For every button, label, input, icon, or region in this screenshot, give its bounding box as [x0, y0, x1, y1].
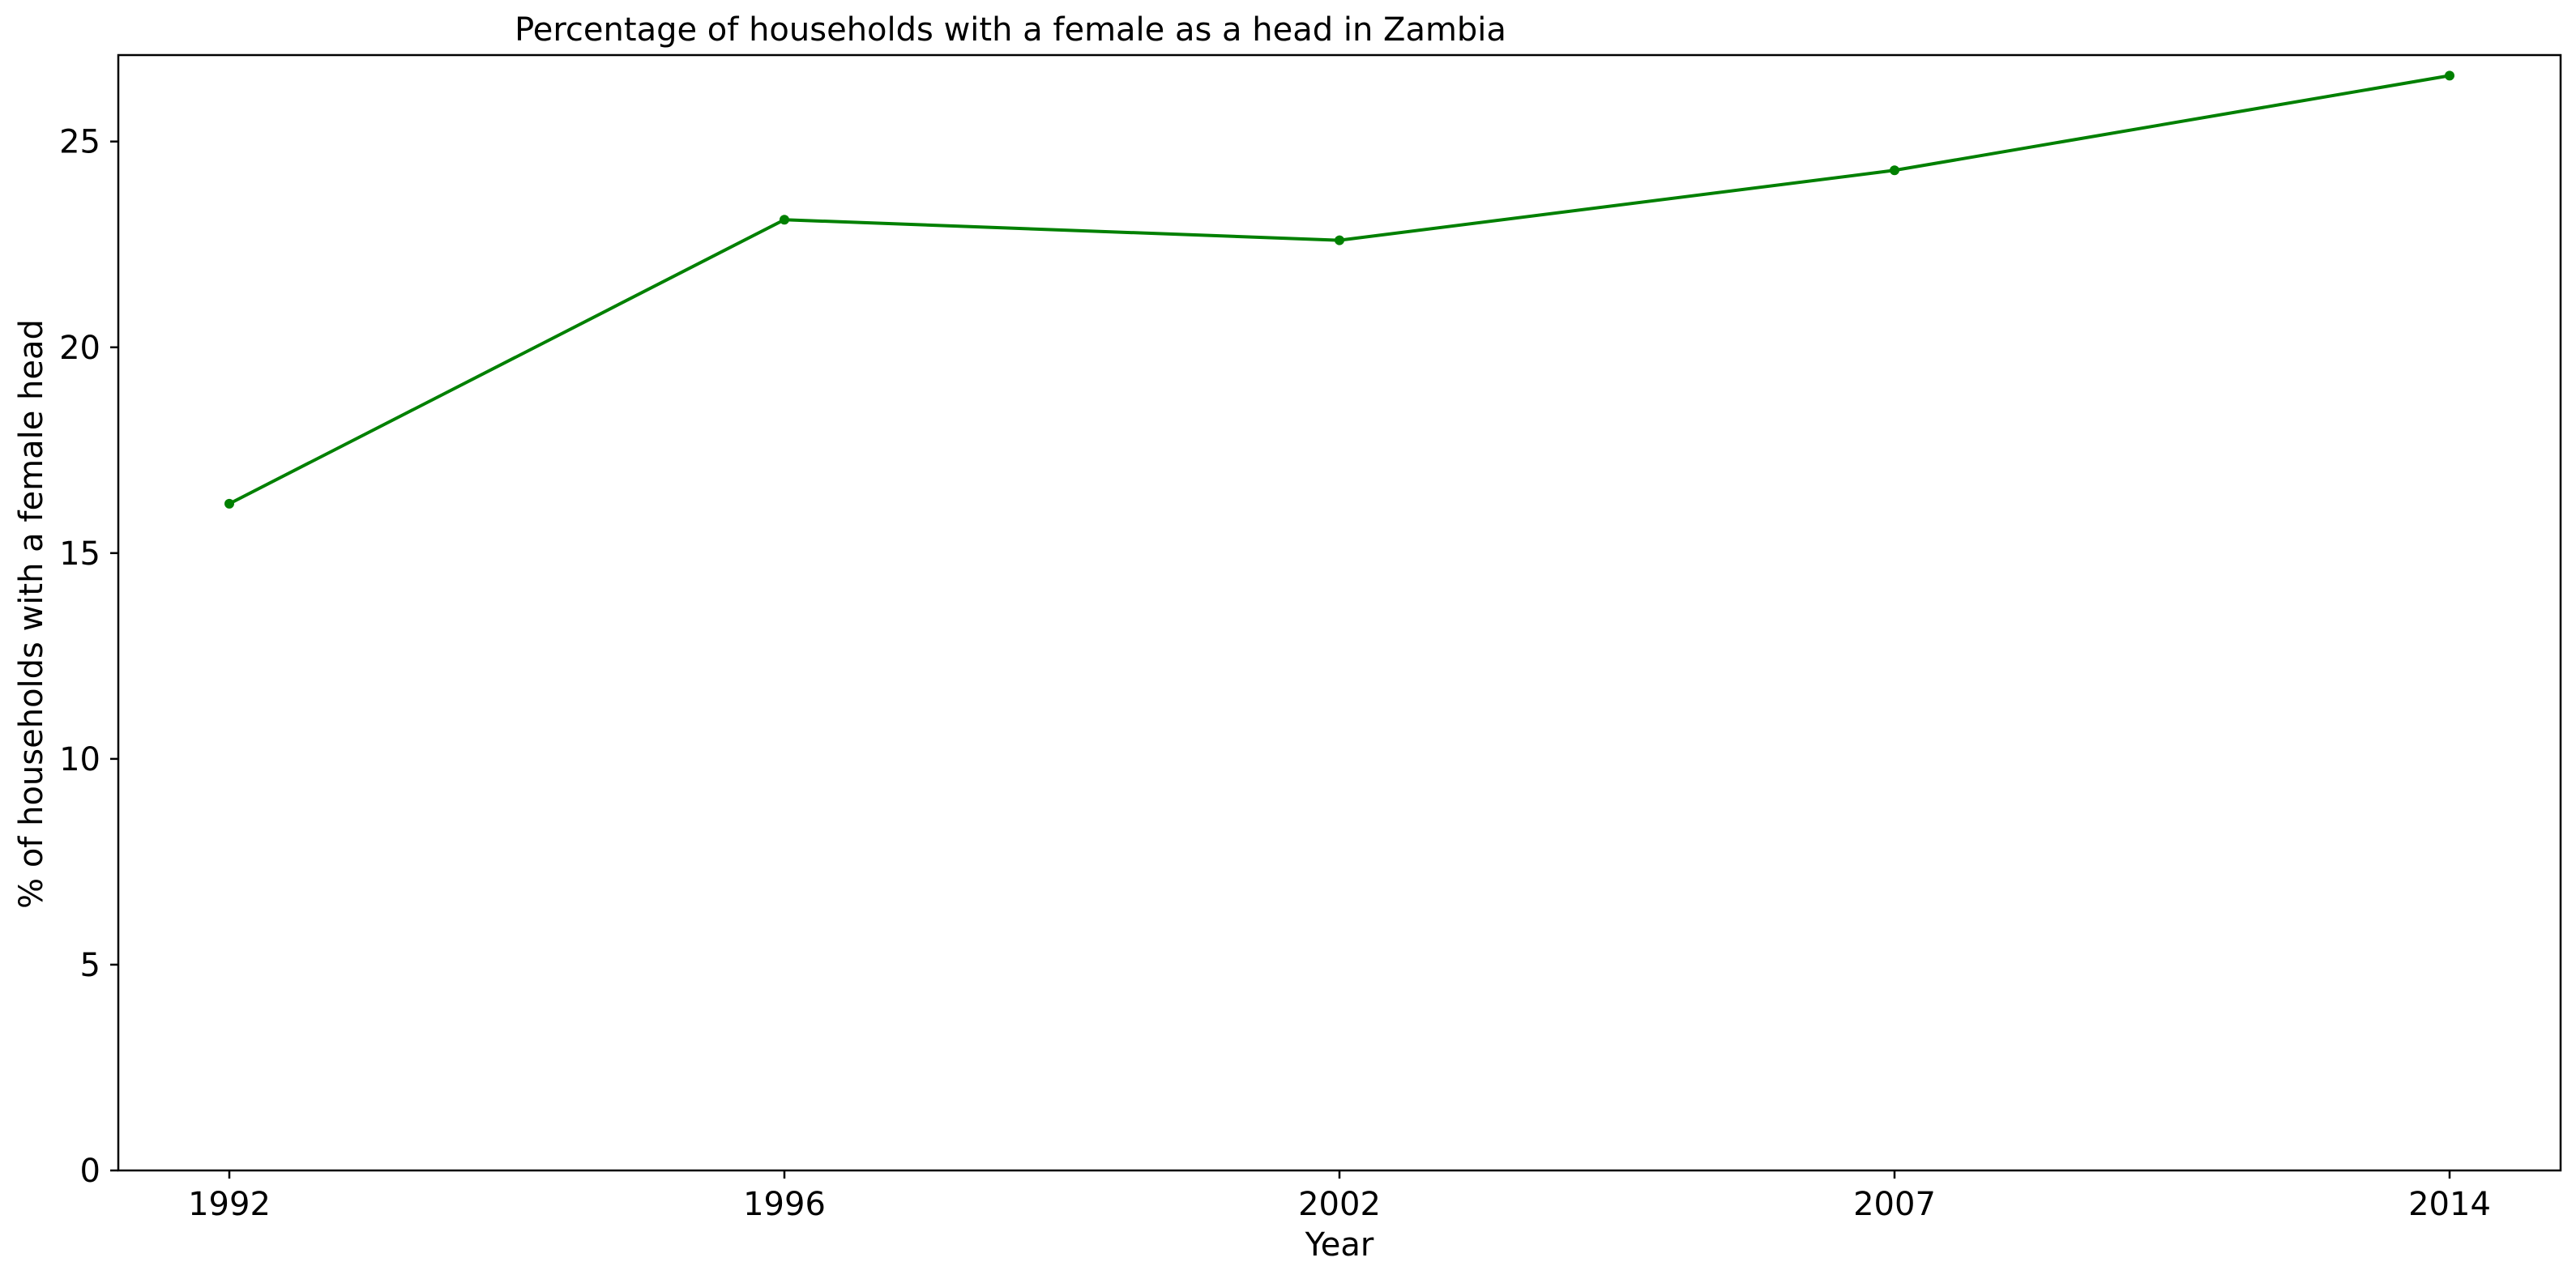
- x-axis-label: Year: [1305, 1226, 1374, 1264]
- series-line: [229, 74, 2450, 505]
- chart-title: Percentage of households with a female a…: [515, 11, 1506, 49]
- plot-frame: [117, 53, 2562, 1172]
- data-point: [2445, 70, 2454, 81]
- x-tick-label: 2002: [1298, 1186, 1381, 1223]
- x-axis-ticks: 1992 1996 2002 2007 2014: [188, 1170, 2491, 1223]
- y-tick-label: 20: [59, 330, 100, 367]
- y-tick-label: 25: [59, 124, 100, 161]
- plot-area: 0 5 10 15 20 25 1992 1996 2002 2007 2014: [59, 53, 2562, 1223]
- y-tick-label: 5: [80, 947, 100, 984]
- y-axis-label: % of households with a female head: [13, 319, 50, 909]
- data-point: [1890, 165, 1899, 176]
- data-point: [780, 215, 789, 225]
- y-tick-label: 0: [80, 1153, 100, 1190]
- x-tick-label: 1996: [743, 1186, 826, 1223]
- x-tick-label: 2007: [1853, 1186, 1936, 1223]
- x-tick-label: 2014: [2408, 1186, 2491, 1223]
- x-tick-label: 1992: [188, 1186, 271, 1223]
- y-tick-label: 10: [59, 741, 100, 778]
- y-tick-label: 15: [59, 535, 100, 573]
- series-points: [224, 70, 2454, 509]
- y-axis-ticks: 0 5 10 15 20 25: [59, 124, 118, 1190]
- data-point: [224, 498, 234, 509]
- data-point: [1335, 235, 1344, 245]
